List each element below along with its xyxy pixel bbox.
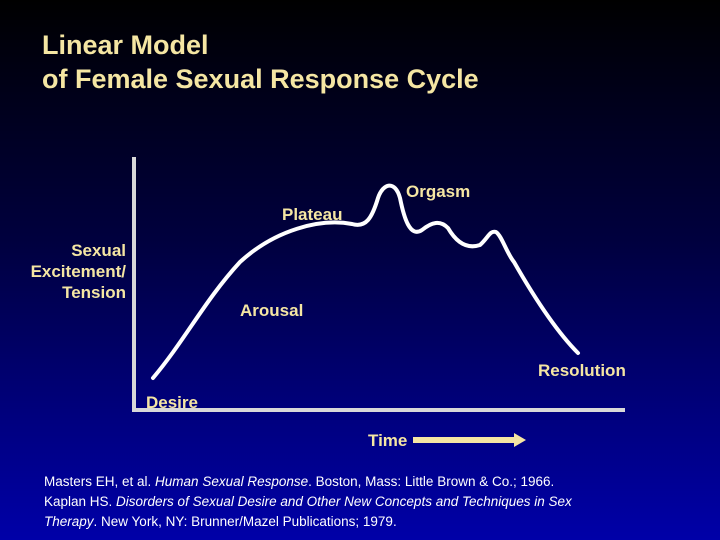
y-axis-label: Sexual Excitement/ Tension	[8, 240, 126, 303]
reference-line: Masters EH, et al. Human Sexual Response…	[44, 474, 555, 489]
phase-label-desire: Desire	[146, 393, 198, 412]
response-curve	[151, 183, 580, 380]
y-axis-label-line-2: Excitement/	[30, 262, 126, 281]
reference-line: Therapy. New York, NY: Brunner/Mazel Pub…	[44, 514, 397, 529]
phase-label-plateau: Plateau	[282, 205, 343, 224]
phase-label-orgasm: Orgasm	[406, 182, 471, 201]
x-axis-label-time: Time	[368, 431, 408, 450]
y-axis-label-line-1: Sexual	[71, 241, 126, 260]
slide-title: Linear Model of Female Sexual Response C…	[42, 28, 479, 96]
y-axis-label-line-3: Tension	[62, 283, 126, 302]
phase-label-resolution: Resolution	[538, 361, 626, 380]
title-line-1: Linear Model	[42, 30, 209, 60]
title-line-2: of Female Sexual Response Cycle	[42, 64, 479, 94]
references: Masters EH, et al. Human Sexual Response…	[44, 472, 704, 532]
phase-label-arousal: Arousal	[240, 301, 304, 320]
time-arrow-head	[514, 433, 526, 447]
reference-line: Kaplan HS. Disorders of Sexual Desire an…	[44, 494, 572, 509]
